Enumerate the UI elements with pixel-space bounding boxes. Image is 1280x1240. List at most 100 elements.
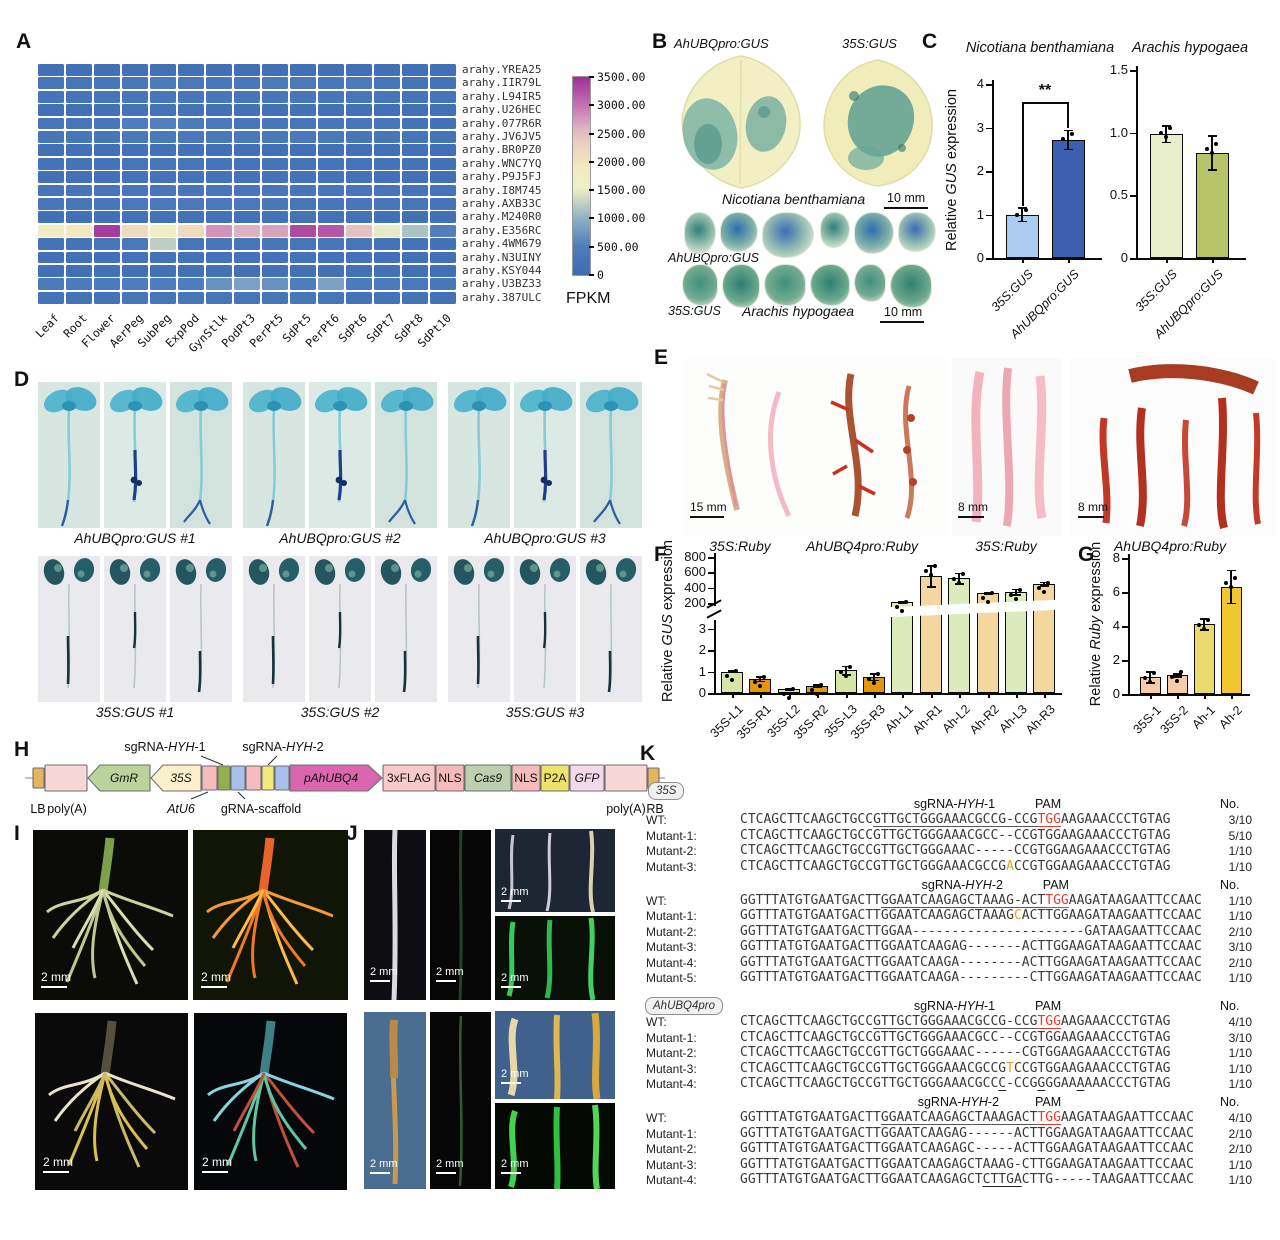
j-photo-root-gfp-neg	[430, 830, 491, 1000]
heatmap-cell	[234, 291, 261, 304]
scale-label: 2 mm	[436, 966, 464, 978]
error-bar-cap	[727, 670, 737, 672]
d-seedling-photo	[375, 556, 437, 702]
y-tick	[708, 572, 714, 575]
heatmap-cell	[178, 211, 205, 224]
heatmap-cell	[150, 291, 177, 304]
heatmap-cell	[234, 238, 261, 250]
pam-header: PAM	[1042, 877, 1069, 892]
heatmap-cell	[430, 90, 457, 103]
x-tick	[817, 693, 819, 698]
heatmap-cell	[234, 224, 261, 237]
d-seedling-photo	[514, 556, 576, 702]
error-bar	[1015, 588, 1017, 595]
data-dot	[1206, 617, 1210, 622]
heatmap-cell	[290, 224, 317, 237]
y-tick-label: 0.5	[1109, 187, 1128, 203]
seq-row-count: 2/10	[1228, 1142, 1252, 1156]
heatmap-cell	[38, 171, 65, 183]
d-seedling-photo	[375, 382, 437, 528]
colorbar-tick-label: 3000.00	[597, 98, 646, 113]
x-tick	[1044, 693, 1046, 698]
heatmap-row-label: arahy.U3BZ33	[462, 277, 542, 291]
heatmap-cell	[374, 265, 401, 277]
seq-row-name: Mutant-3:	[646, 1157, 697, 1172]
heatmap-row-label: arahy.IIR79L	[462, 76, 542, 90]
no-header: No.	[1220, 999, 1240, 1013]
scale-bar	[958, 516, 984, 518]
heatmap-cell	[262, 117, 289, 130]
svg-text:35S: 35S	[170, 771, 191, 785]
b-row1-label: AhUBQpro:GUS	[668, 251, 760, 265]
heatmap-cell	[290, 278, 317, 291]
y-axis-title: Relative GUS expression	[660, 540, 676, 702]
heatmap-cell	[430, 104, 457, 116]
heatmap-cell	[430, 77, 457, 90]
panel-h-label: H	[14, 738, 30, 761]
data-dot	[1046, 580, 1050, 585]
sgRNA-header: sgRNA-HYH-2	[921, 877, 1003, 892]
seq-row: GGTTTATGTGAATGACTTGGAATCAAGAG------ACTTG…	[740, 1125, 1194, 1141]
y-tick	[1130, 258, 1136, 260]
callus	[722, 264, 760, 308]
heatmap-cell	[234, 64, 261, 76]
x-tick	[931, 693, 933, 698]
heatmap-cell	[234, 198, 261, 210]
seq-row-name: WT:	[646, 813, 667, 827]
heatmap-cell	[178, 104, 205, 116]
heatmap-cell	[122, 291, 149, 304]
x-tick	[959, 693, 961, 698]
scale-bar	[41, 986, 67, 988]
data-dot	[1061, 136, 1065, 141]
heatmap-cell	[66, 77, 93, 90]
chart-title: Nicotiana benthamiana	[965, 40, 1115, 56]
heatmap-cell	[318, 77, 345, 90]
heatmap-row-label: arahy.U26HEC	[462, 103, 542, 117]
panel-d-label: D	[14, 368, 30, 391]
heatmap-cell	[290, 90, 317, 103]
heatmap-cell	[66, 224, 93, 237]
y-tick-label: 0	[1120, 250, 1128, 265]
callus	[890, 264, 932, 308]
heatmap-cell	[150, 90, 177, 103]
heatmap-cell	[206, 104, 233, 116]
construct-diagram: GmR 35S pAhUBQ4 3xFLAG NLS Cas9 NLS P2A GFP sgRNA…	[15, 737, 675, 821]
y-tick-label: 3	[698, 620, 706, 636]
heatmap-cell	[318, 64, 345, 76]
error-bar	[958, 572, 960, 585]
heatmap-cell	[402, 211, 429, 224]
d-caption-6: 35S:GUS #3	[505, 704, 585, 720]
scale-label: 8 mm	[958, 500, 988, 514]
heatmap-cell	[374, 90, 401, 103]
heatmap-cell	[94, 184, 121, 197]
heatmap-cell	[346, 278, 373, 291]
data-dot	[1205, 146, 1209, 151]
heatmap-cell	[38, 211, 65, 224]
data-dot	[730, 678, 734, 683]
y-tick	[708, 557, 714, 559]
heatmap-cell	[206, 117, 233, 130]
data-dot	[929, 573, 933, 578]
heatmap-cell	[346, 238, 373, 250]
data-dot	[933, 564, 937, 569]
promoter-badge: 35S	[648, 782, 685, 800]
seq-row-count: 1/10	[1228, 893, 1252, 908]
heatmap-cell	[122, 265, 149, 277]
error-bar-cap	[1063, 148, 1073, 151]
heatmap-cell	[346, 104, 373, 116]
e-root-photo-2	[952, 358, 1062, 536]
data-dot	[957, 580, 961, 585]
no-header: No.	[1220, 797, 1240, 811]
heatmap-cell	[150, 224, 177, 237]
y-axis-title: Relative GUS expression	[944, 89, 960, 251]
heatmap-cell	[262, 278, 289, 291]
data-dot	[924, 569, 928, 574]
scale-bar	[1078, 516, 1104, 518]
heatmap-cell	[178, 265, 205, 277]
b-species-bottom: Arachis hypogaea	[742, 303, 855, 319]
heatmap-cell	[38, 251, 65, 264]
x-tick	[988, 693, 990, 698]
heatmap-cell	[234, 184, 261, 197]
heatmap-cell	[38, 117, 65, 130]
